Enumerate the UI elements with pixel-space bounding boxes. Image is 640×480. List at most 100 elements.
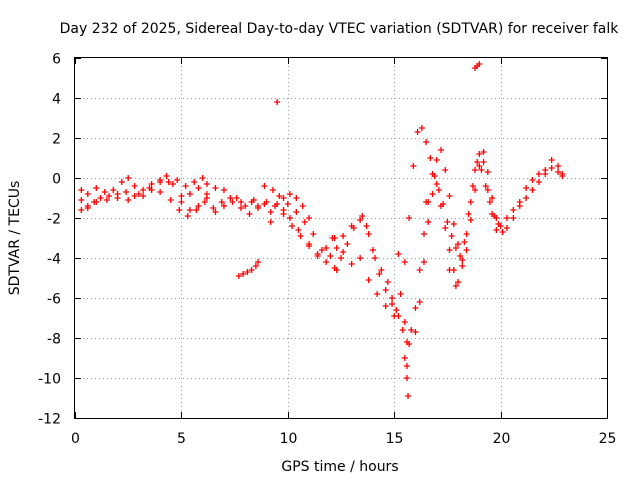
data-point bbox=[248, 267, 255, 273]
data-point bbox=[472, 167, 479, 173]
data-point bbox=[433, 157, 440, 163]
data-point bbox=[457, 253, 464, 259]
x-axis: 0 5 10 15 20 25 bbox=[71, 431, 616, 447]
data-point bbox=[416, 299, 423, 305]
data-point bbox=[274, 201, 281, 207]
data-point bbox=[374, 291, 381, 297]
data-point bbox=[465, 211, 472, 217]
data-series-track-a bbox=[78, 175, 210, 209]
data-point bbox=[378, 267, 385, 273]
data-point bbox=[461, 239, 468, 245]
data-point bbox=[293, 195, 300, 201]
data-point bbox=[267, 219, 274, 225]
data-point bbox=[191, 179, 198, 185]
y-tick-label: 6 bbox=[52, 52, 61, 68]
y-axis-label: SDTVAR / TECUs bbox=[7, 181, 23, 296]
x-tick-label: 15 bbox=[386, 431, 404, 447]
data-point bbox=[140, 193, 147, 199]
y-tick-label: -4 bbox=[47, 252, 61, 268]
data-point bbox=[463, 247, 470, 253]
chart-title: Day 232 of 2025, Sidereal Day-to-day VTE… bbox=[60, 21, 620, 37]
data-point bbox=[548, 157, 555, 163]
data-point bbox=[199, 175, 206, 181]
data-point bbox=[84, 191, 91, 197]
data-point bbox=[376, 271, 383, 277]
data-point bbox=[480, 149, 487, 155]
data-point bbox=[489, 211, 496, 217]
data-point bbox=[427, 155, 434, 161]
data-point bbox=[233, 195, 240, 201]
data-point bbox=[357, 217, 364, 223]
data-point bbox=[186, 191, 193, 197]
data-point bbox=[391, 313, 398, 319]
data-point bbox=[78, 197, 85, 203]
data-point bbox=[131, 193, 138, 199]
data-point bbox=[267, 209, 274, 215]
data-point bbox=[416, 267, 423, 273]
data-point bbox=[174, 177, 181, 183]
data-point bbox=[444, 219, 451, 225]
data-point bbox=[297, 233, 304, 239]
data-point bbox=[414, 129, 421, 135]
data-point bbox=[535, 179, 542, 185]
data-point bbox=[510, 207, 517, 213]
data-point bbox=[195, 185, 202, 191]
data-point bbox=[103, 197, 110, 203]
x-tick-label: 0 bbox=[71, 431, 80, 447]
data-point bbox=[423, 199, 430, 205]
data-point bbox=[459, 257, 466, 263]
data-point bbox=[229, 199, 236, 205]
data-point bbox=[235, 273, 242, 279]
data-point bbox=[435, 187, 442, 193]
data-point bbox=[244, 269, 251, 275]
data-point bbox=[252, 263, 259, 269]
grid bbox=[75, 58, 607, 418]
x-tick-label: 25 bbox=[599, 431, 617, 447]
data-point bbox=[280, 207, 287, 213]
data-point bbox=[406, 341, 413, 347]
data-point bbox=[212, 209, 219, 215]
data-point bbox=[484, 169, 491, 175]
data-point bbox=[118, 179, 125, 185]
data-point bbox=[310, 231, 317, 237]
data-point bbox=[261, 183, 268, 189]
data-point bbox=[110, 187, 117, 193]
data-point bbox=[478, 167, 485, 173]
data-point bbox=[384, 279, 391, 285]
data-point bbox=[333, 245, 340, 251]
data-point bbox=[140, 187, 147, 193]
data-point bbox=[178, 193, 185, 199]
x-tick-label: 5 bbox=[177, 431, 186, 447]
data-point bbox=[382, 287, 389, 293]
data-points bbox=[78, 61, 566, 399]
data-point bbox=[250, 197, 257, 203]
data-point bbox=[167, 197, 174, 203]
data-point bbox=[412, 305, 419, 311]
data-point bbox=[237, 199, 244, 205]
data-point bbox=[401, 355, 408, 361]
data-point bbox=[338, 255, 344, 261]
data-point bbox=[327, 253, 334, 259]
data-point bbox=[125, 175, 132, 181]
data-point bbox=[406, 215, 413, 221]
data-point bbox=[280, 195, 287, 201]
x-tick-label: 10 bbox=[280, 431, 298, 447]
data-point bbox=[203, 195, 210, 201]
data-point bbox=[463, 231, 470, 237]
data-point bbox=[418, 125, 425, 131]
data-point bbox=[425, 219, 432, 225]
data-point bbox=[274, 99, 281, 105]
data-point bbox=[276, 193, 283, 199]
data-point bbox=[559, 171, 566, 177]
data-point bbox=[503, 225, 510, 231]
data-point bbox=[484, 187, 491, 193]
data-point bbox=[101, 189, 108, 195]
y-axis: -12 -10 -8 -6 -4 -2 0 2 4 6 bbox=[38, 52, 61, 428]
data-point bbox=[176, 207, 183, 213]
data-point bbox=[286, 191, 293, 197]
data-point bbox=[301, 219, 308, 225]
data-series-track-c bbox=[78, 185, 234, 219]
data-point bbox=[323, 259, 330, 265]
data-point bbox=[450, 221, 457, 227]
